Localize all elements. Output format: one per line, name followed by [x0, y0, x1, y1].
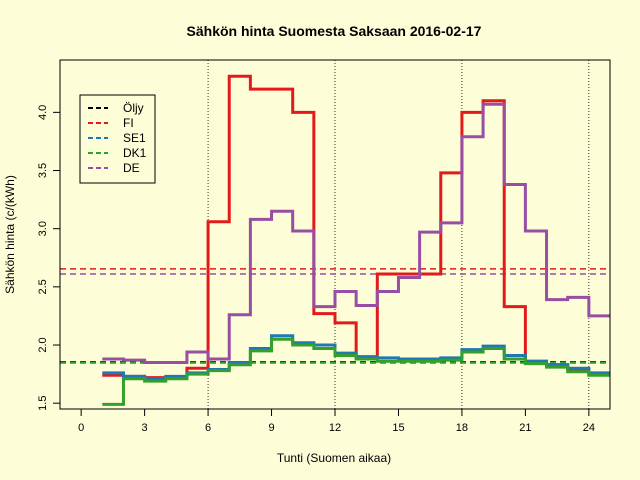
x-tick-label-12: 12: [329, 422, 341, 434]
x-tick-label-24: 24: [583, 422, 595, 434]
series-line-DE: [102, 102, 610, 364]
x-tick-label-21: 21: [519, 422, 531, 434]
x-axis: 0 3 6 9 12 15 18 21 24: [78, 408, 595, 434]
y-tick-label-1: 2.0: [37, 337, 49, 352]
series-line-FI: [102, 74, 610, 380]
x-tick-label-15: 15: [392, 422, 404, 434]
x-tick-label-18: 18: [456, 422, 468, 434]
y-axis-label: Sähkön hinta (c/(kWh): [3, 175, 17, 294]
x-tick-label-9: 9: [268, 422, 274, 434]
legend-label-DK1: DK1: [123, 146, 147, 160]
y-tick-label-0: 1.5: [37, 396, 49, 411]
series-line-DK1: [102, 337, 610, 406]
y-tick-label-5: 4.0: [37, 105, 49, 120]
chart-title: Sähkön hinta Suomesta Saksaan 2016-02-17: [187, 23, 482, 39]
y-tick-label-4: 3.5: [37, 163, 49, 178]
legend-label-DE: DE: [123, 161, 140, 175]
series-lines: [102, 74, 610, 406]
legend-label-Öljy: Öljy: [123, 101, 144, 115]
x-tick-label-6: 6: [205, 422, 211, 434]
x-tick-label-3: 3: [142, 422, 148, 434]
x-tick-label-0: 0: [78, 422, 84, 434]
legend-label-FI: FI: [123, 116, 134, 130]
y-axis: 1.5 2.0 2.5 3.0 3.5 4.0: [37, 105, 61, 411]
y-tick-label-3: 3.0: [37, 221, 49, 236]
legend-label-SE1: SE1: [123, 131, 146, 145]
x-axis-label: Tunti (Suomen aikaa): [277, 451, 391, 465]
y-tick-label-2: 2.5: [37, 279, 49, 294]
